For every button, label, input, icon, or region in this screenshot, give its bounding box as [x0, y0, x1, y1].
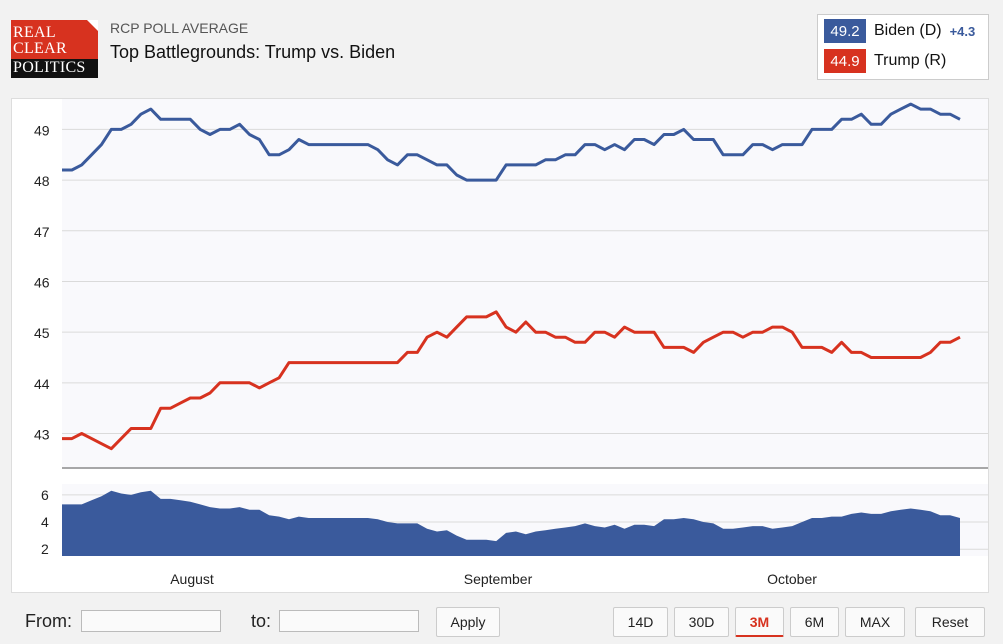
y-tick-44: 44	[34, 376, 50, 392]
series-line-biden	[62, 102, 961, 182]
spread-y-tick-2: 2	[41, 541, 49, 557]
spread-y-tick-4: 4	[41, 514, 49, 530]
logo-corner	[87, 20, 98, 31]
chart-title: Top Battlegrounds: Trump vs. Biden	[110, 42, 396, 62]
main-plot-bg	[62, 99, 988, 469]
from-date-input[interactable]	[81, 610, 221, 632]
biden-name: Biden (D)	[874, 22, 942, 39]
trump-value-badge: 44.9	[824, 49, 866, 73]
x-month-label-october: October	[767, 571, 817, 587]
trump-name: Trump (R)	[874, 52, 947, 69]
logo-line-real: REAL	[13, 24, 56, 41]
y-tick-43: 43	[34, 427, 50, 443]
chart-kicker: RCP POLL AVERAGE	[110, 20, 249, 36]
range-14d-button[interactable]: 14D	[613, 607, 668, 637]
y-tick-49: 49	[34, 122, 50, 138]
y-tick-48: 48	[34, 173, 50, 189]
x-month-label-august: August	[170, 571, 214, 587]
range-30d-button[interactable]: 30D	[674, 607, 729, 637]
range-6m-button[interactable]: 6M	[790, 607, 839, 637]
spread-area	[62, 490, 960, 556]
logo-line-politics: POLITICS	[11, 59, 98, 78]
y-tick-46: 46	[34, 274, 50, 290]
series-line-trump	[62, 310, 961, 451]
reset-button[interactable]: Reset	[915, 607, 985, 637]
to-date-input[interactable]	[279, 610, 419, 632]
rcp-logo: REAL CLEAR POLITICS	[11, 20, 98, 78]
date-range-controls: From: to: Apply 14D 30D 3M 6M MAX Reset	[0, 598, 1003, 644]
from-label: From:	[25, 611, 72, 631]
legend-item-biden: 49.2 Biden (D) +4.3	[824, 19, 975, 43]
y-tick-47: 47	[34, 224, 50, 240]
legend-item-trump: 44.9 Trump (R)	[824, 49, 946, 73]
logo-line-clear: CLEAR	[13, 40, 67, 57]
chart-area[interactable]: 43 44 45 46 47 48 49 2 4 6 August September October	[11, 98, 989, 593]
biden-value-badge: 49.2	[824, 19, 866, 43]
apply-button[interactable]: Apply	[436, 607, 500, 637]
to-label: to:	[251, 611, 272, 631]
legend: 49.2 Biden (D) +4.3 44.9 Trump (R)	[817, 14, 989, 80]
y-tick-45: 45	[34, 325, 50, 341]
range-max-button[interactable]: MAX	[845, 607, 905, 637]
spread-y-tick-6: 6	[41, 487, 49, 503]
x-month-label-september: September	[464, 571, 533, 587]
range-3m-button[interactable]: 3M	[735, 607, 784, 637]
spread-value: +4.3	[949, 23, 976, 39]
